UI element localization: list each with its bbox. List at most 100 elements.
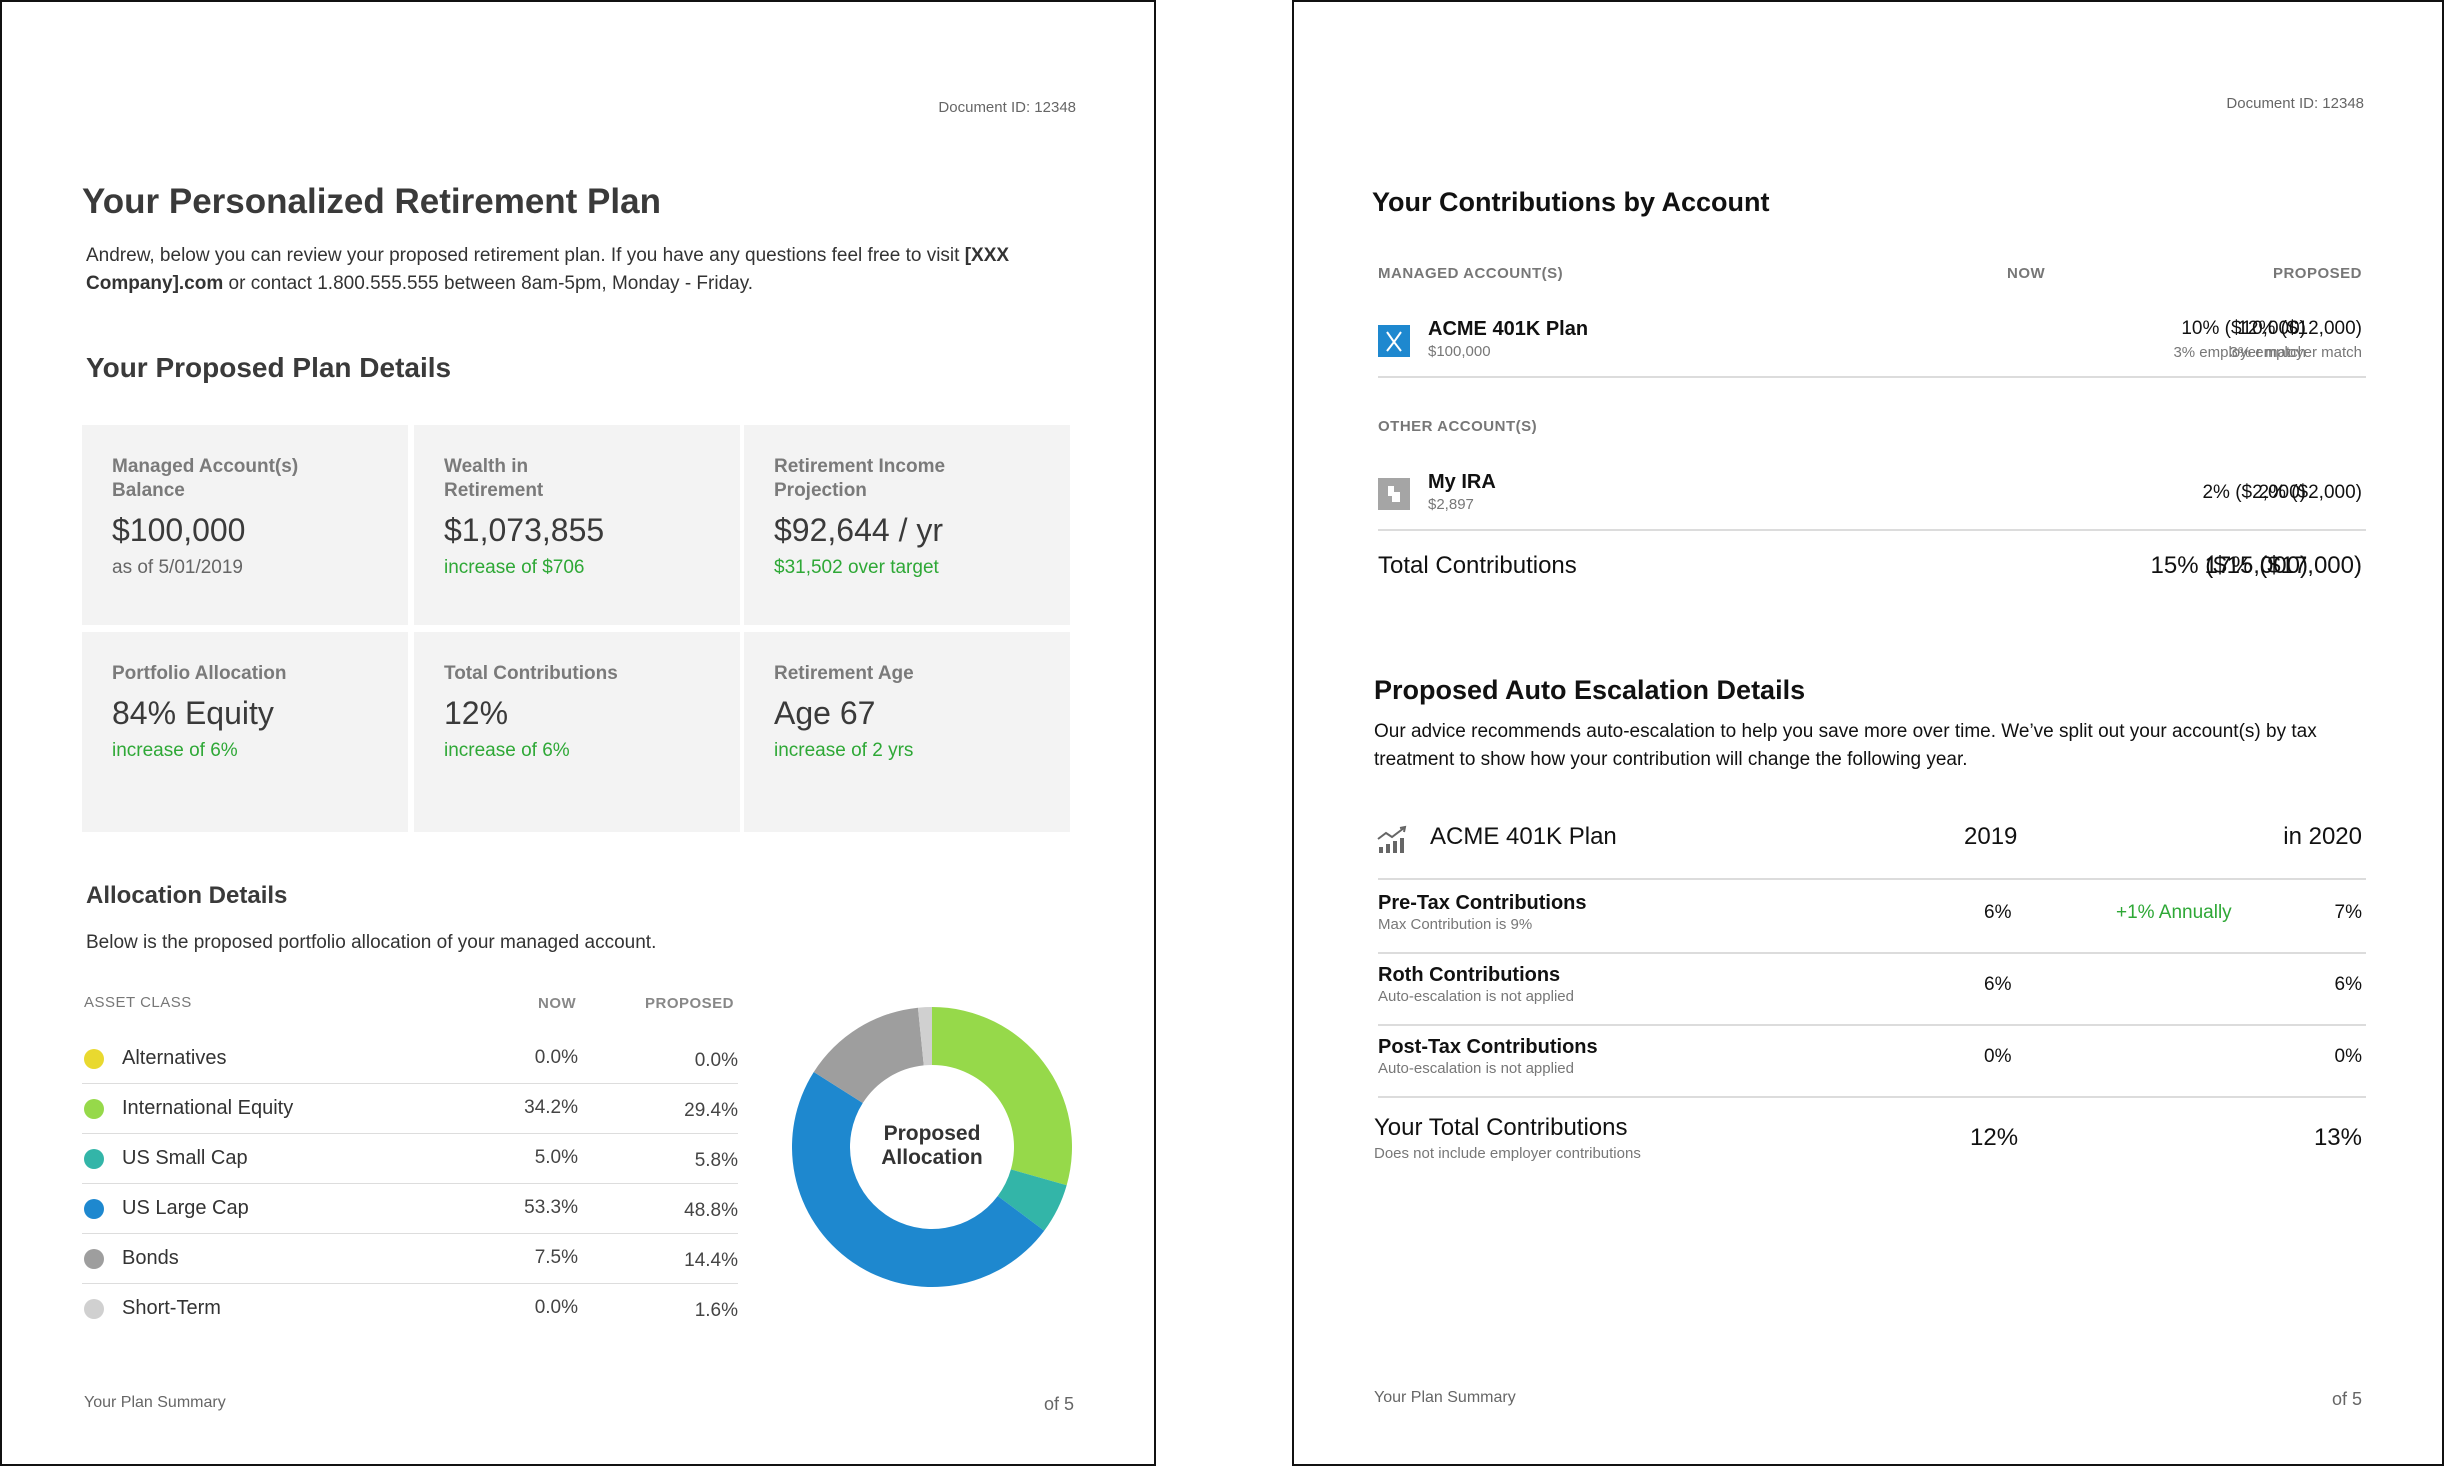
card-subtext: increase of $706 — [444, 557, 585, 578]
card-subtext: increase of 6% — [112, 740, 238, 761]
allocation-proposed: 14.4% — [684, 1250, 738, 1271]
allocation-now: 7.5% — [534, 1247, 578, 1268]
footer-page-count: of 5 — [2331, 1389, 2362, 1409]
footer-title: Your Plan Summary — [84, 1394, 226, 1411]
divider — [1378, 952, 2366, 954]
contribution-2019: 0% — [1984, 1046, 2012, 1067]
contribution-type: Post-Tax Contributions — [1378, 1036, 1598, 1058]
allocation-proposed: 29.4% — [684, 1100, 738, 1121]
total-contributions-label: Total Contributions — [1378, 552, 1577, 579]
other-account-name[interactable]: My IRA — [1428, 471, 1496, 493]
card-subtext: increase of 6% — [444, 740, 570, 761]
intro-text: Andrew, below you can review your propos… — [86, 245, 965, 266]
document-id: Document ID: 12348 — [938, 99, 1076, 116]
divider — [1378, 1024, 2366, 1026]
donut-slice-us-small-cap — [997, 1169, 1067, 1231]
allocation-row: Bonds 7.5% 14.4% — [82, 1233, 738, 1284]
plan-page-1: Document ID: 12348 Your Personalized Ret… — [0, 0, 1156, 1466]
allocation-row: US Large Cap 53.3% 48.8% — [82, 1183, 738, 1234]
allocation-now: 0.0% — [534, 1047, 578, 1068]
card-value: $1,073,855 — [444, 512, 605, 548]
donut-center-line1: Proposed — [884, 1122, 981, 1145]
card-value: $92,644 / yr — [774, 512, 943, 548]
card-label: Wealth in Retirement — [444, 456, 544, 501]
allocation-row: Short-Term 0.0% 1.6% — [82, 1283, 738, 1333]
contribution-type: Pre-Tax Contributions — [1378, 892, 1587, 914]
company-link[interactable]: [XXX Company].com — [86, 245, 1010, 294]
asset-class-name: US Large Cap — [122, 1197, 249, 1219]
footer-title: Your Plan Summary — [1374, 1389, 1516, 1406]
plan-details-heading: Your Proposed Plan Details — [86, 352, 452, 383]
asset-class-name: Short-Term — [122, 1297, 221, 1319]
summary-card: Total Contributions 12% increase of 6% — [414, 632, 740, 832]
card-label: Retirement Income Projection — [774, 456, 946, 501]
asset-class-name: US Small Cap — [122, 1147, 248, 1169]
escalation-plan-name: ACME 401K Plan — [1430, 823, 1617, 850]
header-now: NOW — [538, 995, 577, 1012]
allocation-proposed: 48.8% — [684, 1200, 738, 1221]
summary-card: Retirement Income Projection $92,644 / yr… — [744, 425, 1070, 625]
card-subtext: as of 5/01/2019 — [112, 557, 243, 578]
total-contributions-proposed: 17% ($17,000) — [2204, 552, 2362, 579]
total-contributions-now: 15% ($15,000) — [2150, 552, 2308, 579]
other-proposed: 2% ($2,000) — [2258, 482, 2362, 503]
contribution-2019: 6% — [1984, 974, 2012, 995]
donut-slice-us-large-cap — [791, 1071, 1045, 1288]
allocation-heading: Allocation Details — [86, 882, 288, 909]
donut-slice-bonds — [813, 1007, 924, 1104]
header-asset-class: ASSET CLASS — [84, 994, 192, 1011]
managed-now-match: 3% employer match — [2173, 344, 2306, 361]
contribution-2020: 0% — [2334, 1046, 2362, 1067]
donut-slice-short-term — [917, 1007, 932, 1066]
divider — [1378, 529, 2366, 531]
allocation-row: International Equity 34.2% 29.4% — [82, 1083, 738, 1134]
footer-page-count: of 5 — [1043, 1394, 1074, 1414]
card-subtext: $31,502 over target — [774, 557, 939, 578]
allocation-proposed: 5.8% — [694, 1150, 738, 1171]
managed-proposed: 12% ($12,000) — [2237, 318, 2362, 339]
acme-plan-icon — [1378, 325, 1410, 357]
legend-dot — [84, 1099, 104, 1119]
your-total-next: 13% — [2313, 1124, 2362, 1151]
summary-card: Retirement Age Age 67 increase of 2 yrs — [744, 632, 1070, 832]
asset-class-name: Alternatives — [122, 1047, 227, 1069]
donut-center-line2: Allocation — [881, 1146, 983, 1169]
contribution-2020: 7% — [2334, 902, 2362, 923]
allocation-now: 5.0% — [534, 1147, 578, 1168]
allocation-now: 0.0% — [534, 1297, 578, 1318]
contribution-note: Auto-escalation is not applied — [1378, 1060, 1574, 1077]
contribution-note: Max Contribution is 9% — [1378, 916, 1533, 933]
proposed-header: PROPOSED — [2272, 265, 2362, 282]
allocation-donut-chart: Proposed Allocation — [791, 1007, 1072, 1288]
your-total-label: Your Total Contributions — [1374, 1114, 1628, 1141]
divider — [1378, 1096, 2366, 1098]
escalation-rate: +1% Annually — [2116, 902, 2232, 923]
managed-account-name[interactable]: ACME 401K Plan — [1428, 318, 1589, 340]
contribution-2020: 6% — [2334, 974, 2362, 995]
summary-card: Wealth in Retirement $1,073,855 increase o… — [414, 425, 740, 625]
allocation-description: Below is the proposed portfolio allocati… — [86, 932, 657, 953]
allocation-row: US Small Cap 5.0% 5.8% — [82, 1133, 738, 1184]
now-header: NOW — [2007, 265, 2046, 282]
plan-page-2: Document ID: 12348 Your Contributions by… — [1292, 0, 2444, 1466]
card-label: Total Contributions — [444, 663, 618, 684]
card-value: 12% — [444, 695, 509, 731]
legend-dot — [84, 1149, 104, 1169]
asset-class-name: Bonds — [122, 1247, 179, 1269]
contributions-heading: Your Contributions by Account — [1372, 187, 1770, 217]
allocation-row: Alternatives 0.0% 0.0% — [82, 1033, 738, 1084]
year-2020-header: in 2020 — [2283, 823, 2362, 850]
divider — [1378, 878, 2366, 880]
card-value: 84% Equity — [112, 695, 274, 731]
asset-class-name: International Equity — [122, 1097, 294, 1119]
contribution-2019: 6% — [1984, 902, 2012, 923]
contribution-note: Auto-escalation is not applied — [1378, 988, 1574, 1005]
your-total-now: 12% — [1970, 1124, 2019, 1151]
legend-dot — [84, 1249, 104, 1269]
growth-chart-icon — [1376, 825, 1410, 855]
summary-card: Managed Account(s) Balance $100,000 as of … — [82, 425, 408, 625]
managed-accounts-header: MANAGED ACCOUNT(S) — [1378, 265, 1564, 282]
legend-dot — [84, 1299, 104, 1319]
summary-card: Portfolio Allocation 84% Equity increase o… — [82, 632, 408, 832]
allocation-now: 34.2% — [524, 1097, 578, 1118]
